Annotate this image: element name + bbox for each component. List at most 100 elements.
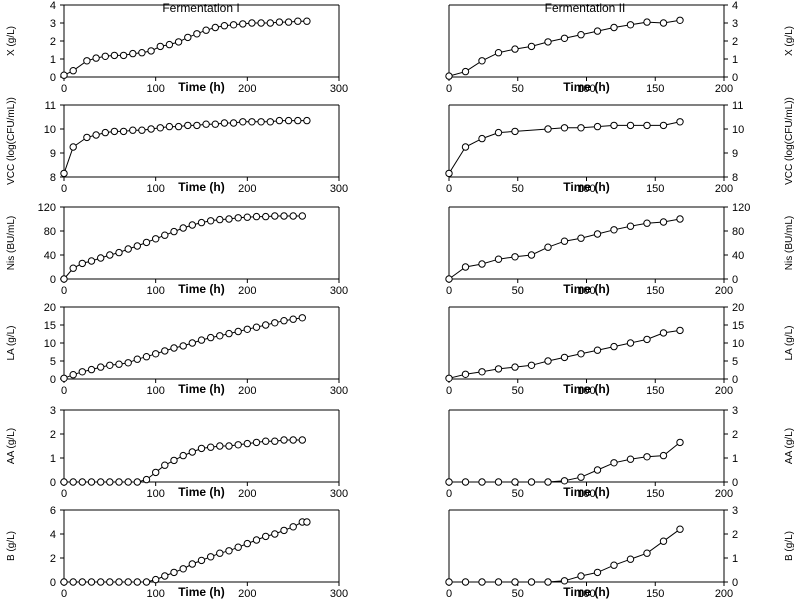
data-point bbox=[115, 578, 123, 586]
x-tick-label: 100 bbox=[577, 83, 595, 95]
data-point bbox=[643, 453, 651, 461]
data-point bbox=[106, 478, 114, 486]
panel-la-i: 0 100 200 300 0 5 10 15 20 Time (h) LA (g/L) bbox=[6, 302, 348, 397]
data-point bbox=[69, 143, 77, 151]
x-axis-label: Time (h) bbox=[178, 180, 224, 194]
data-point bbox=[216, 332, 224, 340]
data-point bbox=[124, 245, 132, 253]
data-point bbox=[643, 121, 651, 130]
y-axis-label: X (g/L) bbox=[6, 26, 17, 56]
y-axis-label: Nis (BU/mL) bbox=[784, 216, 795, 270]
x-tick-label: 0 bbox=[446, 488, 452, 500]
x-tick-label: 200 bbox=[715, 285, 733, 297]
data-point bbox=[643, 18, 651, 26]
x-tick-label: 200 bbox=[715, 183, 733, 195]
data-point bbox=[87, 257, 96, 265]
data-point bbox=[445, 72, 453, 80]
data-point bbox=[124, 478, 132, 486]
data-point bbox=[659, 537, 668, 545]
y-tick-label: 6 bbox=[50, 505, 56, 517]
data-point bbox=[280, 526, 288, 535]
data-point bbox=[152, 235, 160, 243]
data-point bbox=[461, 263, 470, 271]
y-tick-label: 3 bbox=[732, 405, 738, 417]
x-axis-label: Time (h) bbox=[178, 282, 224, 296]
data-point bbox=[129, 49, 137, 58]
data-point bbox=[544, 243, 552, 251]
y-tick-label: 11 bbox=[45, 100, 56, 112]
data-point bbox=[610, 23, 618, 32]
y-tick-label: 15 bbox=[44, 320, 56, 332]
data-point bbox=[60, 275, 68, 283]
x-axis-label: Time (h) bbox=[178, 485, 224, 499]
data-point bbox=[560, 477, 569, 485]
y-tick-label: 120 bbox=[38, 202, 56, 214]
data-point bbox=[216, 215, 224, 224]
y-tick-label: 11 bbox=[732, 100, 743, 112]
data-point bbox=[577, 234, 585, 242]
data-point bbox=[271, 212, 279, 220]
data-point bbox=[239, 118, 247, 126]
data-point bbox=[527, 42, 536, 51]
x-axis-label: Time (h) bbox=[178, 585, 224, 599]
y-tick-label: 3 bbox=[732, 505, 738, 517]
data-point bbox=[133, 242, 142, 250]
data-point bbox=[197, 336, 206, 344]
y-axis-label: B (g/L) bbox=[6, 531, 17, 561]
data-point bbox=[262, 321, 270, 329]
y-tick-label: 9 bbox=[732, 148, 738, 160]
series-line bbox=[448, 19, 681, 77]
data-point bbox=[69, 67, 77, 75]
x-tick-label: 50 bbox=[512, 183, 524, 195]
data-point bbox=[220, 22, 229, 30]
data-point bbox=[156, 42, 165, 51]
data-point bbox=[445, 374, 453, 382]
data-point bbox=[207, 553, 215, 561]
data-point bbox=[478, 57, 486, 65]
data-point bbox=[234, 441, 242, 449]
y-tick-label: 0 bbox=[50, 477, 56, 489]
x-tick-label: 200 bbox=[715, 488, 733, 500]
data-point bbox=[461, 143, 470, 151]
data-point bbox=[197, 444, 206, 453]
data-point bbox=[511, 578, 519, 586]
data-point bbox=[593, 466, 602, 474]
x-tick-label: 50 bbox=[512, 385, 524, 397]
data-point bbox=[676, 438, 684, 447]
data-point bbox=[92, 54, 100, 62]
x-tick-label: 100 bbox=[146, 183, 164, 195]
data-point bbox=[676, 16, 684, 24]
data-point bbox=[626, 555, 635, 563]
data-point bbox=[676, 118, 684, 126]
data-point bbox=[626, 339, 635, 347]
title-fermentation-2: Fermentation II bbox=[545, 1, 626, 15]
data-point bbox=[161, 572, 169, 580]
y-tick-label: 40 bbox=[732, 250, 744, 262]
x-tick-label: 100 bbox=[577, 183, 595, 195]
data-point bbox=[229, 119, 238, 127]
data-point bbox=[271, 530, 279, 538]
data-point bbox=[610, 121, 618, 130]
data-point bbox=[494, 365, 503, 373]
data-point bbox=[445, 275, 453, 283]
y-tick-label: 120 bbox=[732, 202, 750, 214]
data-point bbox=[494, 49, 503, 57]
y-tick-label: 8 bbox=[732, 172, 738, 184]
y-tick-label: 5 bbox=[732, 356, 738, 368]
data-point bbox=[610, 561, 618, 569]
data-point bbox=[478, 134, 486, 143]
data-point bbox=[284, 116, 293, 125]
data-point bbox=[593, 230, 602, 238]
data-point bbox=[188, 448, 197, 456]
data-point bbox=[577, 572, 585, 580]
data-point bbox=[266, 19, 274, 27]
data-point bbox=[243, 439, 252, 448]
data-point bbox=[207, 333, 215, 342]
data-point bbox=[106, 251, 114, 259]
data-point bbox=[83, 57, 91, 65]
data-point bbox=[577, 31, 585, 39]
data-point bbox=[197, 556, 206, 565]
x-tick-label: 300 bbox=[330, 488, 348, 500]
